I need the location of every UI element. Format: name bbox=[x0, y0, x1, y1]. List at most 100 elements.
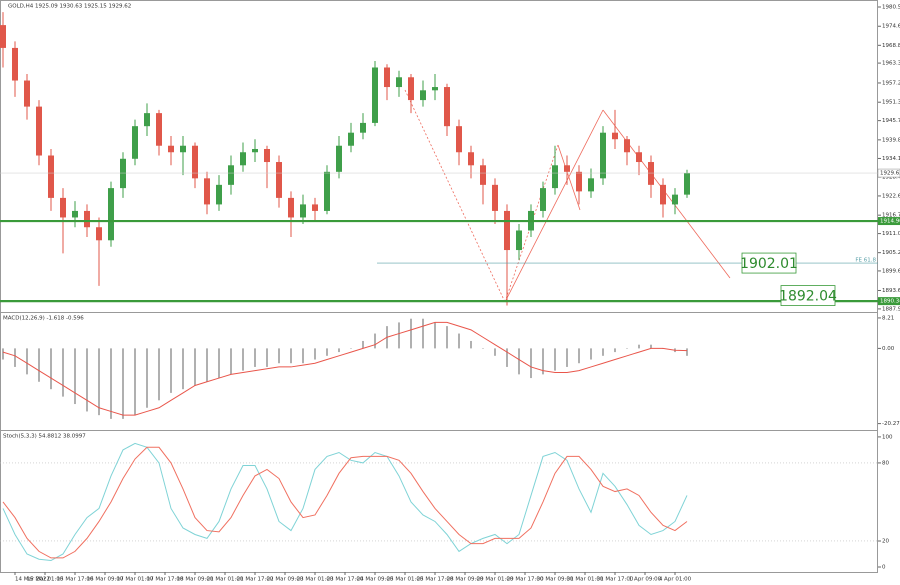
x-tick-label: 22 Mar 09:00 bbox=[267, 577, 304, 583]
y-tick-label: 100 bbox=[882, 434, 893, 440]
x-tick-label: 29 Mar 17:00 bbox=[507, 577, 544, 583]
macd-bar bbox=[542, 348, 544, 375]
candle-body bbox=[180, 145, 186, 153]
candle-body bbox=[408, 77, 414, 101]
y-tick-label: 1957.25 bbox=[882, 80, 900, 86]
macd-bar bbox=[470, 340, 472, 349]
x-tick-label: 31 Mar 01:00 bbox=[567, 577, 604, 583]
candle-body bbox=[60, 197, 66, 218]
macd-bar bbox=[626, 348, 628, 349]
candle-body bbox=[240, 152, 246, 166]
macd-bar bbox=[230, 348, 232, 375]
y-tick-label: 1945.70 bbox=[882, 118, 900, 124]
x-tick-label: 29 Mar 01:00 bbox=[477, 577, 514, 583]
candle-body bbox=[456, 126, 462, 153]
x-tick-label: 25 Mar 01:00 bbox=[387, 577, 424, 583]
y-tick-label: 1893.60 bbox=[882, 288, 900, 294]
x-tick-label: 21 Mar 17:00 bbox=[237, 577, 274, 583]
y-tick-label: 1911.05 bbox=[882, 231, 900, 237]
y-tick-label: 1928.40 bbox=[882, 175, 900, 181]
candle-body bbox=[324, 171, 330, 211]
price-box bbox=[741, 252, 797, 274]
candle-body bbox=[84, 210, 90, 228]
level-tag-label: 1890.34 bbox=[880, 299, 900, 305]
candle-body bbox=[588, 178, 594, 192]
x-tick-label: 23 Mar 01:00 bbox=[297, 577, 334, 583]
x-tick-label: 17 Mar 01:00 bbox=[117, 577, 154, 583]
candle-body bbox=[156, 113, 162, 146]
y-tick-label: 1899.60 bbox=[882, 268, 900, 274]
macd-bar bbox=[398, 322, 400, 349]
candle-body bbox=[420, 90, 426, 101]
x-tick-label: 31 Mar 17:00 bbox=[597, 577, 634, 583]
candle-body bbox=[600, 132, 606, 179]
x-tick-label: 25 Mar 17:00 bbox=[417, 577, 454, 583]
candle-body bbox=[552, 165, 558, 189]
x-tick-label: 24 Mar 09:00 bbox=[357, 577, 394, 583]
macd-bar bbox=[218, 348, 220, 379]
macd-bar bbox=[482, 348, 484, 349]
candle-body bbox=[660, 184, 666, 205]
macd-bar bbox=[98, 348, 100, 416]
candle-body bbox=[12, 47, 18, 81]
macd-bar bbox=[338, 348, 340, 353]
macd-bar bbox=[506, 348, 508, 367]
macd-bar bbox=[254, 348, 256, 367]
price-box bbox=[780, 285, 836, 306]
candle-body bbox=[516, 230, 522, 251]
y-tick-label: 1887.95 bbox=[882, 306, 900, 312]
macd-bar bbox=[206, 348, 208, 382]
candle-body bbox=[384, 67, 390, 88]
candle-body bbox=[36, 106, 42, 156]
macd-bar bbox=[350, 348, 352, 349]
x-tick-label: 16 Mar 09:00 bbox=[87, 577, 124, 583]
macd-bar bbox=[158, 348, 160, 401]
candle-body bbox=[636, 152, 642, 163]
candle-body bbox=[300, 204, 306, 218]
price-box-label: 1902.01 bbox=[740, 256, 798, 272]
candle-body bbox=[144, 113, 150, 127]
macd-bar bbox=[362, 340, 364, 349]
macd-bar bbox=[578, 348, 580, 364]
macd-bar bbox=[638, 344, 640, 349]
macd-bar bbox=[26, 348, 28, 375]
candle-body bbox=[252, 148, 258, 153]
candle-body bbox=[276, 162, 282, 198]
y-tick-label: 1980.55 bbox=[882, 5, 900, 11]
y-tick-label: -20.276 bbox=[882, 421, 900, 427]
macd-bar bbox=[122, 348, 124, 419]
macd-bar bbox=[686, 348, 688, 356]
candle-body bbox=[372, 67, 378, 123]
candle-body bbox=[168, 145, 174, 153]
candle-body bbox=[468, 152, 474, 166]
y-tick-label: 0.00 bbox=[882, 346, 895, 352]
candle-body bbox=[624, 139, 630, 153]
macd-bar bbox=[182, 348, 184, 390]
y-tick-label: 1963.35 bbox=[882, 61, 900, 67]
macd-bar bbox=[410, 318, 412, 349]
candle-body bbox=[120, 158, 126, 189]
macd-bar bbox=[266, 348, 268, 367]
level-tag bbox=[878, 217, 900, 226]
macd-bar bbox=[650, 344, 652, 349]
y-tick-label: 1968.80 bbox=[882, 43, 900, 49]
y-tick-label: 0 bbox=[882, 565, 886, 571]
candle-body bbox=[312, 204, 318, 211]
stoch-line bbox=[2, 442, 688, 562]
macd-bar bbox=[242, 348, 244, 371]
candle-body bbox=[612, 132, 618, 140]
candle-body bbox=[288, 197, 294, 218]
candle-body bbox=[480, 165, 486, 185]
macd-bar bbox=[374, 333, 376, 349]
candle-body bbox=[132, 126, 138, 159]
current-price-label: 1929.62 bbox=[880, 171, 900, 177]
y-tick-label: 8.21 bbox=[882, 315, 894, 321]
macd-bar bbox=[86, 348, 88, 412]
macd-bar bbox=[14, 348, 16, 367]
macd-bar bbox=[446, 326, 448, 349]
candle-body bbox=[72, 210, 78, 218]
macd-bar bbox=[434, 322, 436, 349]
macd-bar bbox=[38, 348, 40, 382]
candle-body bbox=[192, 145, 198, 179]
